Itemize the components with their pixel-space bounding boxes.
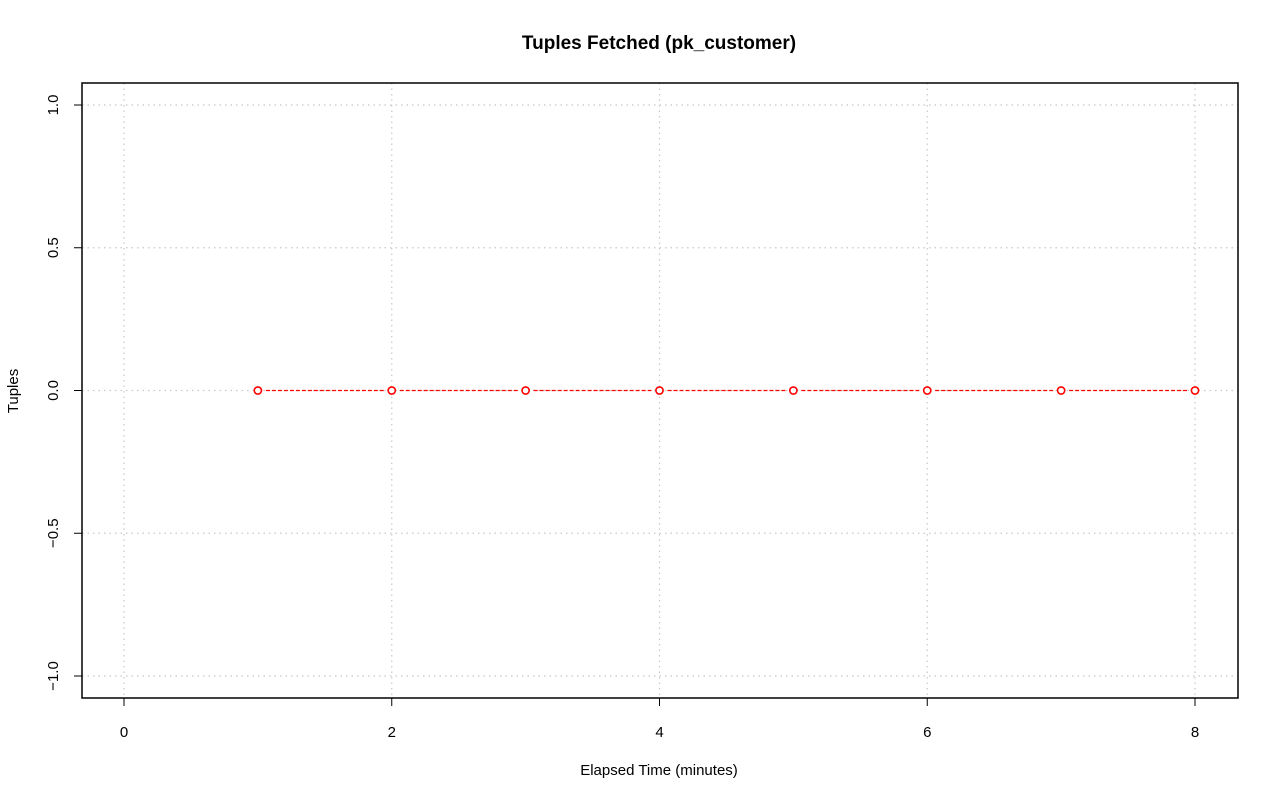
data-point [1056, 386, 1066, 395]
x-tick-label: 2 [388, 724, 396, 741]
chart-title: Tuples Fetched (pk_customer) [522, 33, 796, 54]
x-axis-label: Elapsed Time (minutes) [580, 762, 738, 779]
data-point [1190, 386, 1200, 395]
data-point [387, 386, 397, 395]
y-tick-label: −0.5 [45, 518, 62, 548]
y-tick-label: 1.0 [45, 95, 62, 116]
x-tick-label: 6 [923, 724, 931, 741]
x-tick-label: 4 [655, 724, 663, 741]
data-point [655, 386, 664, 395]
x-tick-label: 0 [120, 724, 128, 741]
y-tick-label: 0.0 [45, 380, 62, 401]
x-axis: 0 2 4 6 8 [120, 697, 1199, 741]
x-tick-label: 8 [1191, 724, 1199, 741]
data-point [788, 386, 798, 395]
data-series [253, 386, 1200, 395]
y-tick-label: 0.5 [45, 237, 62, 258]
y-axis: −1.0 −0.5 0.0 0.5 1.0 [45, 95, 82, 691]
y-tick-label: −1.0 [45, 661, 62, 691]
data-point [922, 386, 932, 395]
y-axis-label: Tuples [5, 369, 22, 413]
data-point [521, 386, 531, 395]
data-point [253, 386, 263, 395]
